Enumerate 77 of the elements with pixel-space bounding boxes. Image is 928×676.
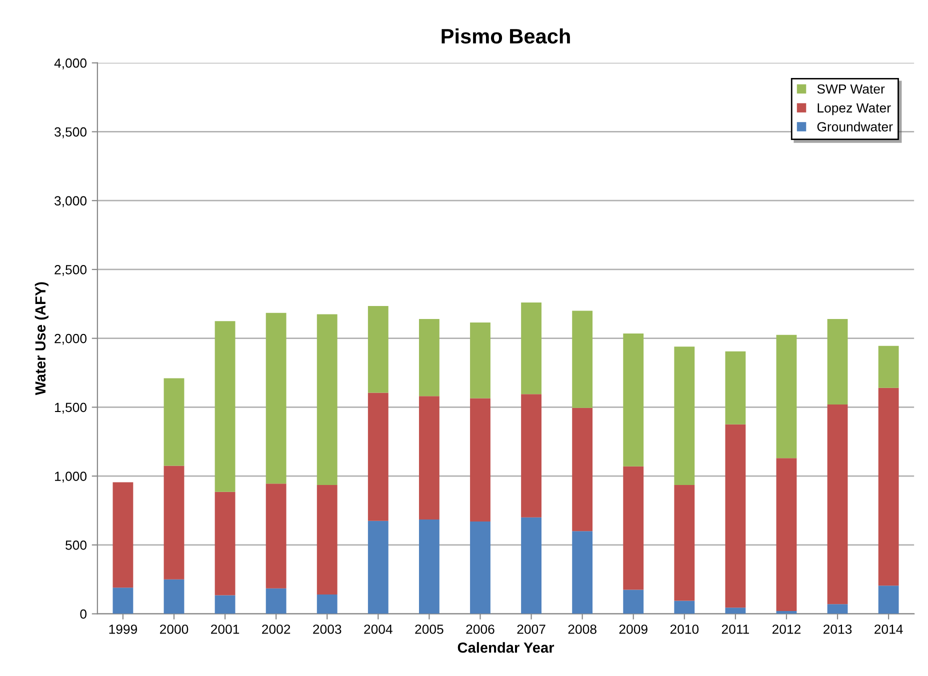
y-tick-label: 1,500 [55, 402, 87, 414]
x-tick-label: 1999 [109, 624, 138, 634]
bar [827, 604, 848, 614]
bar [266, 484, 286, 588]
y-tick-label: 0 [80, 609, 87, 619]
x-axis-title: Calendar Year [458, 642, 554, 653]
bar [674, 600, 695, 614]
bar [214, 595, 236, 614]
bar [878, 388, 899, 586]
bar [164, 378, 184, 466]
bar [214, 492, 236, 596]
bar [623, 466, 644, 590]
x-tick-label: 2010 [670, 624, 699, 634]
x-tick-label: 2006 [466, 624, 494, 634]
bar [112, 588, 134, 614]
bar [266, 312, 286, 484]
bar [266, 588, 286, 614]
bar [776, 458, 797, 612]
y-tick-label: 4,000 [54, 58, 87, 70]
bar [418, 319, 440, 396]
bar [418, 519, 440, 614]
bar [164, 579, 184, 614]
x-tick-label: 2009 [619, 624, 648, 634]
bar [164, 466, 184, 580]
x-tick-label: 2013 [824, 624, 852, 634]
x-tick-label: 2002 [262, 624, 290, 634]
y-tick-label: 500 [66, 540, 87, 550]
bar [827, 319, 848, 404]
bar [521, 517, 542, 614]
bar [470, 522, 490, 614]
bar [418, 396, 440, 520]
x-tick-label: 2012 [772, 624, 800, 634]
bar [521, 302, 542, 394]
bar [674, 346, 695, 486]
bar [470, 398, 490, 522]
x-tick-label: 2003 [313, 624, 342, 634]
bar [368, 392, 388, 521]
bar [316, 594, 338, 614]
x-tick-label: 2001 [211, 624, 240, 634]
bar [112, 482, 134, 588]
chart-title: Pismo Beach [442, 28, 570, 44]
bar [368, 306, 388, 393]
bar [316, 314, 338, 486]
bar [776, 334, 797, 458]
x-tick-label: 2000 [160, 624, 188, 634]
x-tick-label: 2004 [364, 624, 392, 634]
bar [878, 586, 899, 614]
x-tick-label: 2011 [722, 624, 749, 634]
bar [623, 590, 644, 614]
bar [214, 321, 236, 492]
bar [623, 334, 644, 466]
x-tick-label: 2007 [517, 624, 546, 634]
x-tick-label: 2005 [415, 624, 444, 634]
bar [316, 485, 338, 595]
bar [572, 531, 593, 614]
bar [572, 310, 593, 408]
bar [725, 608, 746, 614]
legend-label: Lopez Water [818, 103, 891, 116]
bar [521, 394, 542, 518]
bar [827, 404, 848, 604]
bar [878, 346, 899, 388]
bar [572, 408, 593, 532]
bar [725, 351, 746, 424]
x-tick-label: 2008 [568, 624, 596, 634]
x-tick-label: 2014 [874, 624, 903, 634]
bar [368, 520, 388, 614]
bar [725, 424, 746, 608]
y-tick-label: 3,000 [54, 196, 87, 208]
y-tick-label: 2,500 [54, 265, 87, 276]
bar [470, 322, 490, 398]
y-tick-label: 1,000 [55, 472, 87, 483]
bar [674, 485, 695, 601]
y-axis-title: Water Use (AFY) [34, 282, 48, 396]
legend-label: Groundwater [817, 122, 893, 132]
y-tick-label: 2,000 [54, 334, 87, 345]
legend-label: SWP Water [817, 84, 885, 94]
y-tick-label: 3,500 [54, 127, 87, 138]
